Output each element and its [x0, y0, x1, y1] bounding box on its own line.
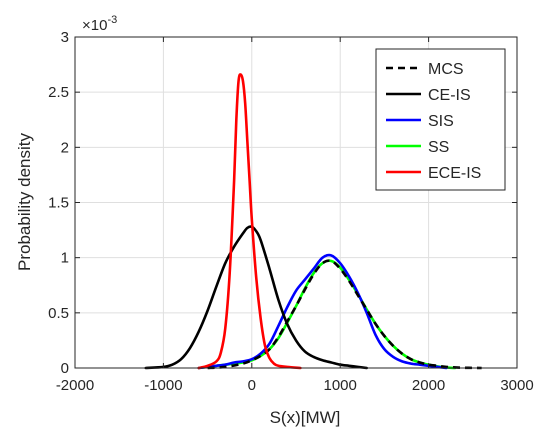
tick-marks [74, 36, 518, 369]
x-tick-label: 3000 [500, 377, 533, 394]
series-layer [144, 73, 482, 370]
legend-label: SS [428, 139, 449, 156]
series-line-ece-is [197, 73, 302, 370]
y-tick-label: 2.5 [48, 84, 69, 101]
x-axis-label: S(x)[MW] [270, 408, 341, 427]
y-tick-label: 0.5 [48, 305, 69, 322]
x-tick-labels: -2000 -1000 0 1000 2000 3000 [56, 377, 534, 394]
legend-label: SIS [428, 113, 454, 130]
x-tick-label: 2000 [412, 377, 445, 394]
series-line-sis [197, 253, 448, 370]
y-tick-label: 3 [61, 29, 69, 46]
y-tick-label: 0 [61, 360, 69, 377]
y-exponent-label: ×10-3 [82, 14, 117, 34]
legend: MCS CE-IS SIS SS ECE-IS [375, 48, 506, 191]
y-tick-label: 2 [61, 139, 69, 156]
series-line-ce-is [144, 225, 369, 370]
legend-label: ECE-IS [428, 165, 481, 182]
legend-label: MCS [428, 61, 464, 78]
y-axis-label: Probability density [15, 133, 34, 271]
series-line-mcs [207, 259, 482, 370]
y-tick-label: 1 [61, 250, 69, 267]
y-tick-label: 1.5 [48, 195, 69, 212]
x-tick-label: 1000 [324, 377, 357, 394]
x-tick-label: -1000 [144, 377, 182, 394]
x-tick-label: -2000 [56, 377, 94, 394]
x-tick-label: 0 [248, 377, 256, 394]
y-tick-labels: 0 0.5 1 1.5 2 2.5 3 [48, 29, 69, 377]
legend-label: CE-IS [428, 87, 471, 104]
